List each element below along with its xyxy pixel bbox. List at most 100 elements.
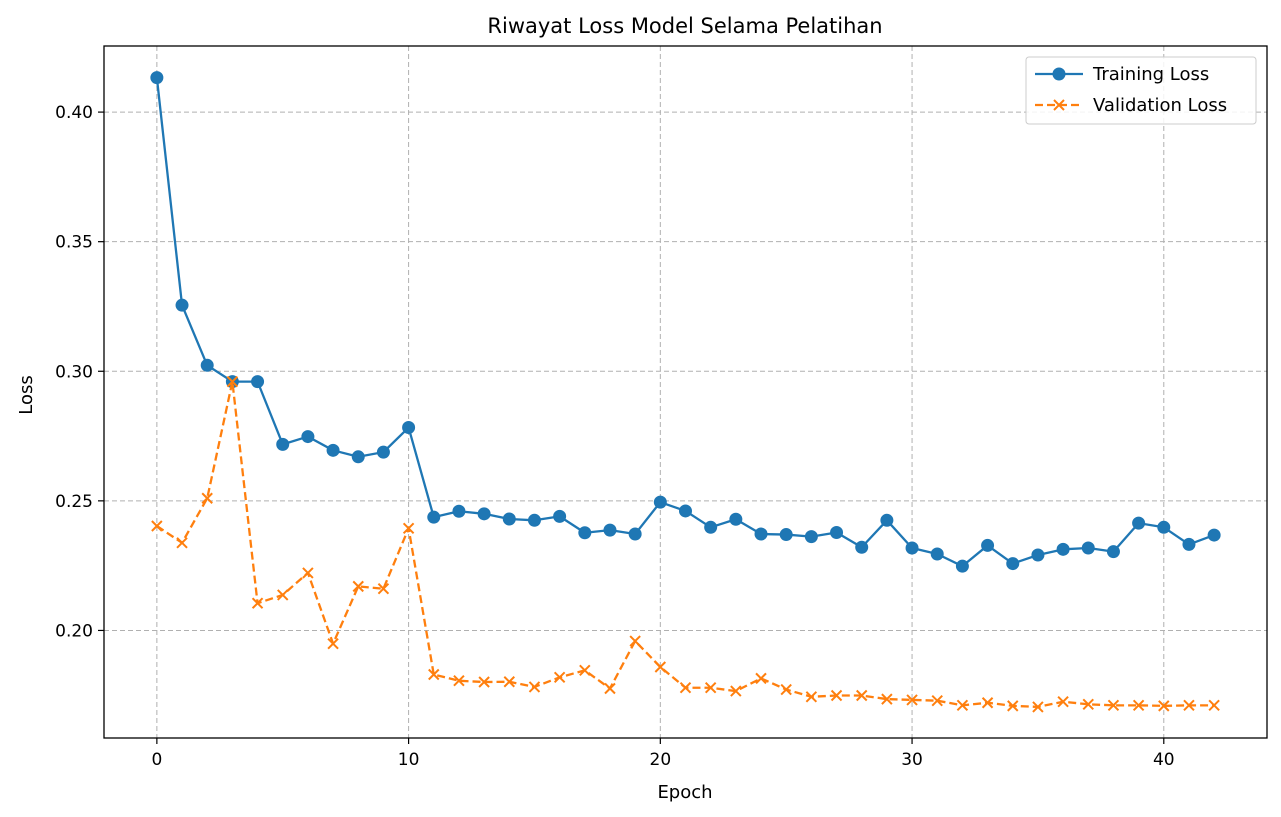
x-tick-label: 40 [1153, 750, 1175, 770]
data-point [780, 683, 792, 696]
data-point [351, 450, 365, 464]
data-point [1057, 696, 1069, 708]
legend-box [1025, 56, 1257, 125]
data-point [326, 443, 340, 457]
data-point [855, 540, 869, 554]
data-point [226, 375, 239, 388]
data-point [604, 682, 616, 695]
data-point [528, 681, 541, 693]
legend-marker [1052, 67, 1066, 81]
data-point [402, 421, 416, 435]
y-tick-label: 0.40 [55, 103, 93, 123]
data-point [1106, 545, 1120, 559]
y-axis-label: Loss [16, 375, 37, 414]
data-point [527, 513, 541, 527]
data-point [553, 671, 566, 684]
data-point [578, 526, 592, 540]
data-point [1006, 557, 1020, 571]
data-point [553, 509, 567, 523]
data-point [628, 527, 642, 541]
data-point [779, 528, 793, 542]
data-point [502, 512, 516, 526]
data-point [830, 689, 843, 702]
data-point [276, 437, 290, 451]
data-point [1056, 542, 1070, 556]
data-point [881, 693, 893, 705]
data-point [804, 530, 818, 544]
x-tick-label: 10 [398, 750, 420, 770]
data-point [1183, 699, 1195, 712]
data-point [805, 691, 818, 703]
legend-label: Training Loss [1092, 64, 1209, 85]
data-point [428, 668, 440, 681]
data-point [754, 527, 768, 541]
data-point [151, 520, 163, 532]
data-point [402, 522, 415, 535]
data-point [955, 559, 969, 573]
y-tick-label: 0.30 [55, 362, 93, 382]
data-point [1132, 699, 1145, 712]
x-tick-label: 0 [151, 750, 162, 770]
data-point [452, 504, 466, 518]
data-point [376, 445, 390, 459]
data-point [1182, 537, 1196, 551]
data-point [679, 682, 692, 694]
chart-title: Riwayat Loss Model Selama Pelatihan [487, 14, 882, 38]
data-point [1031, 548, 1045, 562]
data-point [1132, 516, 1146, 530]
data-point [880, 513, 894, 527]
data-point [704, 682, 717, 694]
data-point [653, 495, 667, 509]
data-point [654, 661, 667, 673]
axis-ticks: 0 10 20 30 40 0.20 0.25 0.30 0.35 0.40 [55, 103, 1174, 770]
data-point [930, 547, 944, 561]
data-point [377, 583, 390, 595]
data-point [679, 504, 692, 518]
data-point [981, 697, 994, 709]
data-point [327, 637, 339, 650]
series-layer [150, 71, 1221, 713]
legend-marker [1053, 99, 1065, 111]
data-point [603, 523, 617, 537]
data-point [175, 298, 189, 312]
y-tick-label: 0.35 [55, 233, 93, 253]
data-point [1107, 699, 1120, 712]
x-tick-label: 20 [650, 750, 672, 770]
data-point [1081, 541, 1095, 555]
y-tick-label: 0.20 [55, 621, 93, 641]
legend: Training Loss Validation Loss [1025, 56, 1257, 125]
data-point [755, 672, 767, 685]
legend-item: Training Loss [1035, 64, 1209, 85]
data-point [729, 512, 743, 526]
data-point [251, 375, 265, 389]
data-point [981, 538, 995, 552]
legend-item: Validation Loss [1035, 95, 1227, 116]
data-point [302, 567, 314, 579]
data-point [251, 597, 264, 609]
data-point [1207, 528, 1221, 542]
x-axis-label: Epoch [657, 782, 712, 803]
data-point [503, 676, 515, 688]
data-point [427, 510, 441, 524]
data-point [906, 694, 918, 706]
data-point [856, 689, 868, 702]
data-point [277, 589, 289, 601]
data-point [352, 580, 364, 593]
y-tick-label: 0.25 [55, 492, 93, 512]
data-point [200, 358, 214, 372]
data-point [150, 71, 164, 85]
data-point [956, 699, 969, 712]
x-tick-label: 30 [901, 750, 923, 770]
data-point [1032, 701, 1044, 713]
data-point [201, 492, 213, 504]
data-point [453, 675, 465, 687]
data-point [704, 520, 718, 534]
data-point [579, 664, 591, 677]
data-point [477, 507, 491, 521]
data-point [730, 685, 742, 697]
data-point [176, 537, 188, 549]
data-point [1158, 700, 1170, 712]
plot-frame [103, 45, 1268, 739]
data-point [1157, 520, 1171, 534]
